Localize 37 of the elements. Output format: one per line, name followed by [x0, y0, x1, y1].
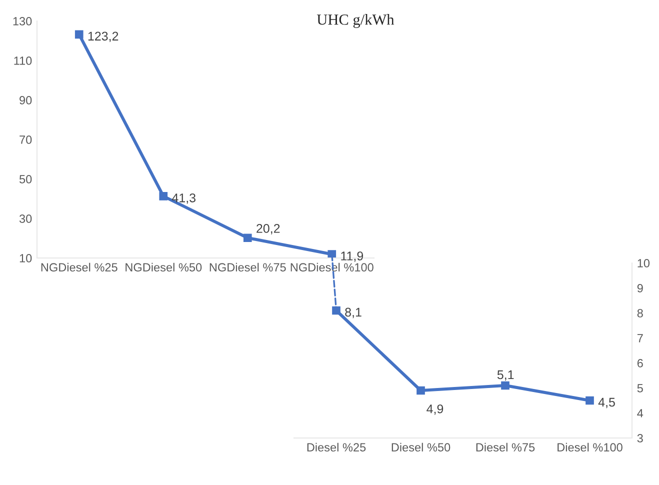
y-tick-label: 9	[637, 284, 643, 292]
y-tick-label: 6	[637, 359, 643, 368]
y-tick-label: 30	[19, 214, 32, 223]
data-label: 41,3	[172, 193, 196, 204]
point	[586, 396, 594, 405]
x-tick-label: Diesel %50	[392, 442, 450, 452]
y-tick-label: 50	[19, 175, 32, 184]
point	[74, 30, 84, 39]
point	[501, 381, 510, 390]
data-label: 4,9	[426, 404, 444, 415]
x-tick-label: NGDiesel %25	[41, 262, 118, 272]
y-tick-label: 10	[20, 254, 32, 262]
x-tick-label: NGDiesel %75	[210, 262, 286, 272]
x-tick-label: NGDiesel %50	[126, 262, 202, 272]
point	[416, 386, 425, 395]
x-tick-label: Diesel %25	[307, 442, 366, 452]
point	[243, 234, 252, 242]
y-tick-label: 3	[637, 434, 643, 442]
data-label: 11,9	[341, 252, 364, 262]
y-tick-label: 4	[637, 409, 644, 418]
data-label: 4,5	[598, 398, 615, 408]
x-tick-label: Diesel %100	[558, 442, 622, 452]
y-tick-label: 130	[13, 17, 32, 26]
y-tick-label: 7	[637, 334, 643, 342]
y-tick-label: 8	[637, 309, 643, 318]
y-tick-label: 10	[638, 259, 650, 268]
y-tick-label: 110	[14, 56, 32, 65]
data-label: 20,2	[256, 224, 280, 234]
y-tick-label: 70	[20, 136, 32, 144]
data-label: 123,2	[88, 32, 118, 42]
chart-title: UHC g/kWh	[316, 14, 394, 28]
data-label: 8,1	[345, 308, 362, 318]
point	[159, 192, 168, 200]
y-tick-label: 5	[637, 384, 643, 392]
y-tick-label: 90	[20, 96, 32, 104]
data-label: 5,1	[497, 370, 514, 381]
x-tick-label: Diesel %75	[476, 442, 535, 452]
